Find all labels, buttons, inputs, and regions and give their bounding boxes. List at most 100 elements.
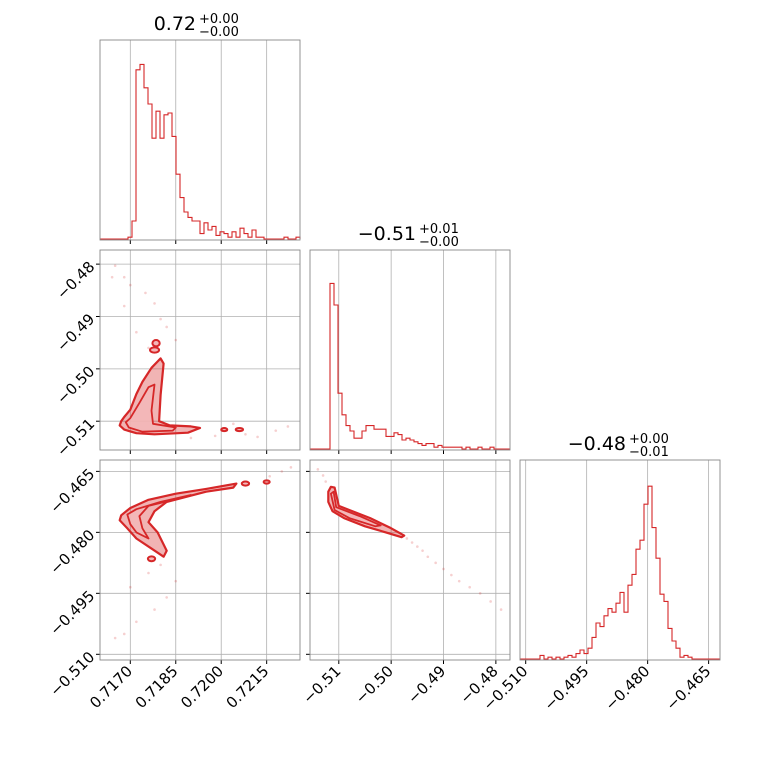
scatter-point <box>268 474 271 478</box>
scatter-point <box>286 425 290 428</box>
scatter-point <box>421 549 424 552</box>
scatter-point <box>174 338 178 342</box>
contour-island <box>149 346 161 354</box>
title-param-2-value: −0.48 <box>568 433 626 455</box>
title-param-1-minus: −0.00 <box>419 235 459 250</box>
scatter-point <box>434 561 437 565</box>
scatter-point <box>244 432 247 436</box>
scatter-point <box>189 436 193 440</box>
contour-inner <box>330 490 382 528</box>
panel-frame <box>99 249 301 451</box>
scatter-point <box>468 585 471 589</box>
x-tick-label: −0.51 <box>299 662 344 707</box>
histogram-step-2 <box>520 485 720 660</box>
scatter-point <box>159 563 162 567</box>
x-tick-label: 0.7170 <box>86 662 136 712</box>
contour-island <box>151 339 161 348</box>
title-param-2-minus: −0.01 <box>629 445 669 460</box>
scatter-point <box>153 608 156 611</box>
panel-frame <box>309 249 511 451</box>
layer-data <box>99 39 721 661</box>
scatter-point <box>165 596 168 599</box>
scatter-point <box>144 291 147 295</box>
scatter-point <box>122 304 126 308</box>
scatter-point <box>280 470 284 473</box>
y-tick-label: −0.495 <box>46 587 98 639</box>
contour-island <box>240 480 251 487</box>
scatter-point <box>147 571 150 575</box>
scatter-point <box>410 541 414 544</box>
scatter-point <box>289 466 293 469</box>
y-tick-label: −0.510 <box>46 648 98 700</box>
scatter-point <box>489 600 492 603</box>
x-tick-label: 0.7200 <box>177 662 227 712</box>
panel-bg <box>520 460 720 660</box>
contour-group-2_1 <box>316 468 503 611</box>
scatter-point <box>213 434 217 438</box>
y-tick-label: −0.465 <box>46 465 98 517</box>
y-tick-label: −0.49 <box>53 310 98 355</box>
scatter-point <box>426 555 430 559</box>
scatter-point <box>122 275 126 279</box>
x-tick-label: −0.49 <box>404 662 449 707</box>
x-tick-label: 0.7185 <box>132 662 182 712</box>
y-tick-label: −0.48 <box>53 258 98 303</box>
scatter-point <box>232 422 235 426</box>
scatter-point <box>499 608 503 611</box>
scatter-point <box>442 567 445 571</box>
scatter-point <box>147 346 150 350</box>
x-tick-label: −0.480 <box>601 662 653 714</box>
contour-inner <box>124 383 177 433</box>
scatter-point <box>135 330 138 334</box>
histogram-step-1 <box>310 282 510 450</box>
title-param-1-value: −0.51 <box>358 223 416 245</box>
title-param-0-minus: −0.00 <box>199 25 239 40</box>
title-param-0-value: 0.72 <box>154 13 196 35</box>
scatter-point <box>324 480 328 483</box>
scatter-point <box>110 275 114 279</box>
contour-island <box>220 427 229 433</box>
scatter-point <box>153 302 156 305</box>
contour-group-2_0 <box>113 466 293 640</box>
x-tick-label: −0.495 <box>541 662 593 714</box>
scatter-point <box>478 592 482 595</box>
scatter-point <box>122 632 126 636</box>
scatter-point <box>457 579 461 583</box>
layer-panels <box>96 40 720 664</box>
scatter-point <box>129 283 132 287</box>
scatter-point <box>113 636 117 640</box>
scatter-point <box>256 435 259 439</box>
contour-group-1_0 <box>110 264 290 440</box>
panel-frame <box>309 459 511 661</box>
panel-frame <box>99 39 301 241</box>
title-param-0-plus: +0.00 <box>199 12 239 27</box>
x-tick-label: −0.465 <box>662 662 714 714</box>
panel-frame <box>99 459 301 661</box>
panel-frame <box>519 459 721 661</box>
y-tick-label: −0.480 <box>46 526 98 578</box>
scatter-point <box>450 573 453 577</box>
scatter-point <box>405 537 409 540</box>
scatter-point <box>321 474 325 477</box>
contour-island <box>262 479 271 485</box>
scatter-point <box>113 264 117 268</box>
title-param-1-plus: +0.01 <box>419 222 459 237</box>
y-tick-label: −0.51 <box>53 415 98 460</box>
scatter-point <box>129 585 132 589</box>
histogram-step-0 <box>100 63 301 240</box>
scatter-point <box>174 579 178 583</box>
scatter-point <box>165 325 168 329</box>
y-tick-label: −0.50 <box>53 362 98 407</box>
scatter-point <box>316 468 320 471</box>
contour-inner <box>126 494 192 540</box>
contour-island <box>234 427 245 433</box>
contour-island <box>146 555 157 563</box>
scatter-point <box>416 545 419 548</box>
scatter-point <box>274 429 278 432</box>
title-param-2-plus: +0.00 <box>629 432 669 447</box>
x-tick-label: −0.50 <box>352 662 397 707</box>
panel-bg <box>310 250 510 450</box>
panel-bg <box>310 460 510 660</box>
scatter-point <box>135 620 138 624</box>
